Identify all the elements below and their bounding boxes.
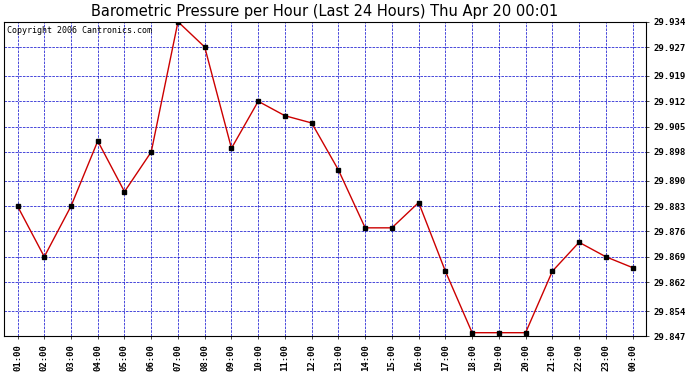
Title: Barometric Pressure per Hour (Last 24 Hours) Thu Apr 20 00:01: Barometric Pressure per Hour (Last 24 Ho…	[92, 4, 559, 19]
Text: Copyright 2006 Cantronics.com: Copyright 2006 Cantronics.com	[8, 27, 152, 36]
